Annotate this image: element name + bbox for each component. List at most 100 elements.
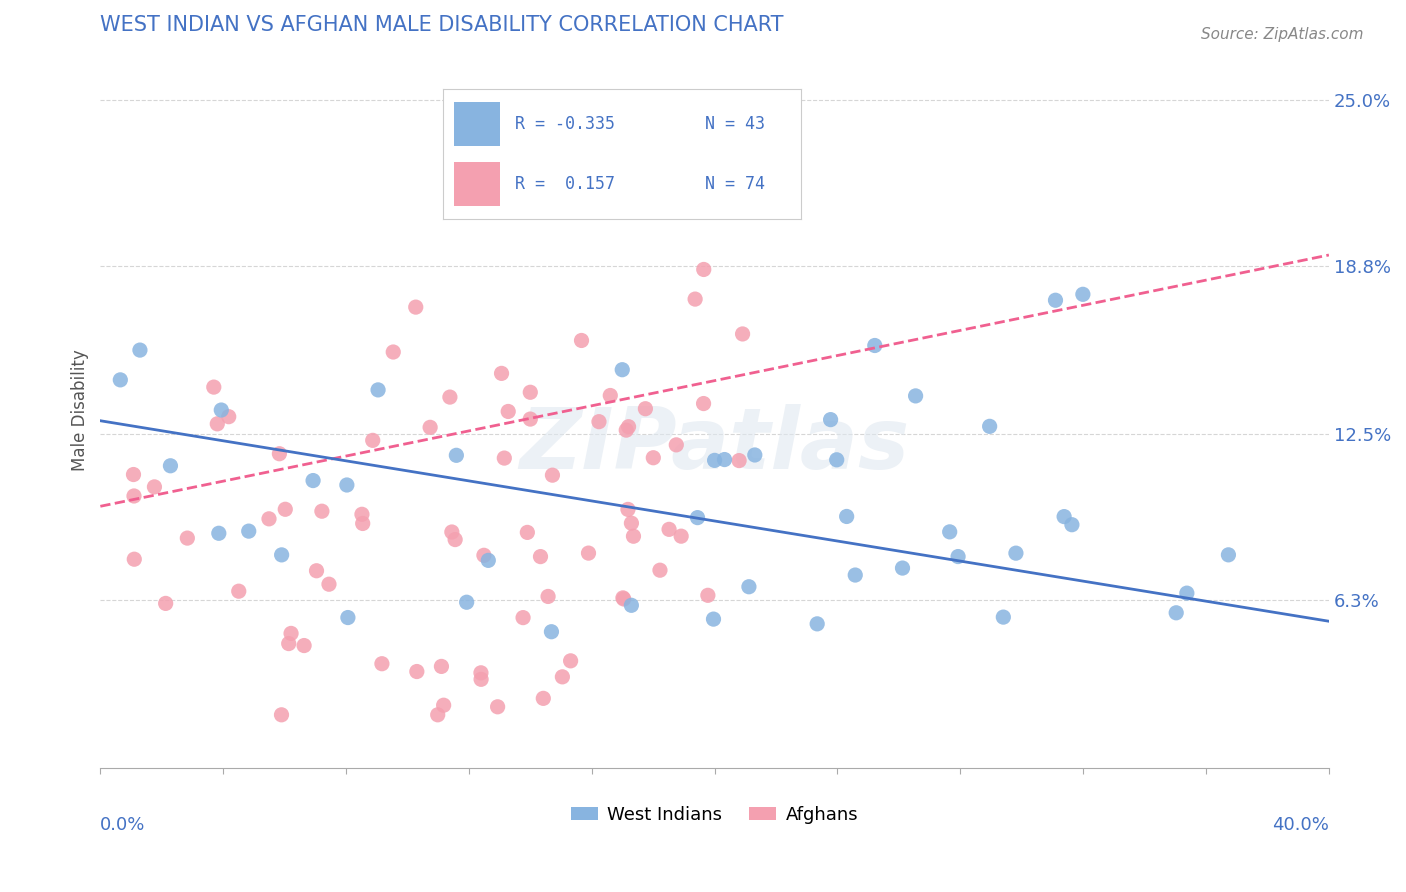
Point [1175, 586, 1198, 600]
Point [588, 415, 610, 429]
Point [311, 504, 333, 518]
Point [643, 450, 665, 465]
Point [494, 451, 516, 466]
Point [405, 665, 427, 679]
Point [540, 624, 562, 639]
Point [825, 452, 848, 467]
Legend: West Indians, Afghans: West Indians, Afghans [564, 798, 865, 830]
Point [738, 580, 761, 594]
Point [1045, 293, 1067, 308]
Point [207, 417, 229, 431]
Point [665, 438, 688, 452]
Point [124, 552, 146, 566]
Point [669, 529, 692, 543]
Point [693, 262, 716, 277]
Point [302, 474, 325, 488]
Point [658, 522, 681, 536]
Point [122, 489, 145, 503]
Point [238, 524, 260, 538]
Point [491, 367, 513, 381]
Point [405, 300, 427, 314]
Point [122, 467, 145, 482]
Point [382, 345, 405, 359]
FancyBboxPatch shape [454, 102, 501, 146]
Point [634, 401, 657, 416]
Point [129, 343, 152, 357]
Text: R = -0.335: R = -0.335 [515, 115, 614, 133]
Point [946, 549, 969, 564]
Point [440, 524, 463, 539]
Point [613, 591, 636, 606]
Point [477, 553, 499, 567]
Text: ZIPatlas: ZIPatlas [519, 404, 910, 487]
Point [938, 524, 960, 539]
Point [744, 448, 766, 462]
Point [269, 447, 291, 461]
Point [430, 659, 453, 673]
FancyBboxPatch shape [454, 161, 501, 206]
Point [1166, 606, 1188, 620]
Point [844, 568, 866, 582]
Point [599, 388, 621, 402]
Text: Source: ZipAtlas.com: Source: ZipAtlas.com [1201, 27, 1364, 42]
Point [516, 525, 538, 540]
Point [218, 409, 240, 424]
Point [1071, 287, 1094, 301]
Point [446, 448, 468, 462]
Text: R =  0.157: R = 0.157 [515, 175, 614, 193]
Point [472, 549, 495, 563]
Point [686, 510, 709, 524]
Point [350, 508, 373, 522]
Point [277, 636, 299, 650]
Point [470, 665, 492, 680]
Point [537, 590, 560, 604]
Text: 40.0%: 40.0% [1272, 816, 1329, 834]
Point [336, 478, 359, 492]
Point [578, 546, 600, 560]
Point [835, 509, 858, 524]
Point [620, 599, 643, 613]
Point [1060, 517, 1083, 532]
Point [496, 404, 519, 418]
Point [696, 588, 718, 602]
Point [541, 468, 564, 483]
Point [519, 385, 541, 400]
Point [202, 380, 225, 394]
Point [110, 373, 132, 387]
Point [614, 423, 637, 437]
Point [1218, 548, 1240, 562]
Point [820, 412, 842, 426]
Point [512, 610, 534, 624]
Point [444, 533, 467, 547]
Text: WEST INDIAN VS AFGHAN MALE DISABILITY CORRELATION CHART: WEST INDIAN VS AFGHAN MALE DISABILITY CO… [100, 15, 785, 35]
Point [617, 502, 640, 516]
Point [806, 616, 828, 631]
Point [143, 480, 166, 494]
Point [728, 453, 751, 467]
Point [519, 412, 541, 426]
Point [531, 691, 554, 706]
Point [176, 531, 198, 545]
Point [228, 584, 250, 599]
Point [891, 561, 914, 575]
Point [371, 657, 394, 671]
Text: N = 74: N = 74 [704, 175, 765, 193]
Point [456, 595, 478, 609]
Point [155, 596, 177, 610]
Text: N = 43: N = 43 [704, 115, 765, 133]
Point [367, 383, 389, 397]
Point [274, 502, 297, 516]
Point [439, 390, 461, 404]
Point [270, 548, 292, 562]
Point [1005, 546, 1028, 560]
Point [620, 516, 643, 531]
Point [863, 338, 886, 352]
Point [731, 326, 754, 341]
Point [648, 563, 671, 577]
Point [703, 453, 725, 467]
Point [292, 639, 315, 653]
Point [702, 612, 724, 626]
Point [318, 577, 340, 591]
Point [571, 334, 593, 348]
Point [612, 591, 634, 605]
